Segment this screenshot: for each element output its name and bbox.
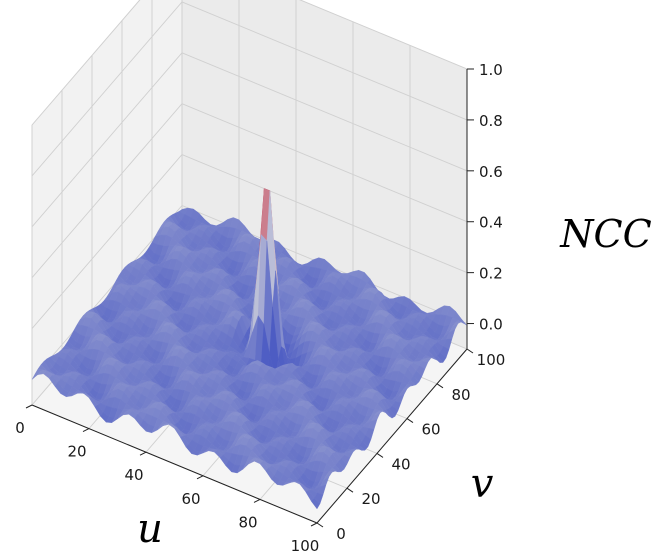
- z-tick-label: 0.6: [479, 163, 503, 181]
- grid-line: [31, 0, 468, 126]
- grid-line: [31, 154, 468, 329]
- v-axis-line: [316, 348, 468, 524]
- z-tick-label: 1.0: [479, 61, 503, 79]
- v-tick-label: 80: [451, 386, 470, 404]
- z-tick-label: 0.8: [479, 112, 503, 130]
- u-tick-label: 0: [15, 419, 25, 437]
- z-tick-label: 0.0: [479, 316, 503, 334]
- grid-line: [31, 1, 468, 177]
- u-tick-mark: [139, 451, 147, 456]
- v-tick-mark: [406, 418, 414, 424]
- v-tick-mark: [346, 487, 354, 493]
- u-tick-label: 60: [181, 490, 200, 508]
- tick-labels: 0 20 40 60 80 100 0 20 40 60 80 100 0.0 0.2 0.4 0.6 0.8 1…: [15, 61, 505, 555]
- u-tick-label: 40: [124, 466, 143, 484]
- v-tick-mark: [376, 452, 384, 458]
- surface-facet: [311, 497, 321, 510]
- axis-lines: [25, 68, 474, 528]
- z-axis-title: NCC: [559, 212, 651, 256]
- u-tick-label: 100: [291, 537, 320, 555]
- v-tick-mark: [316, 522, 324, 528]
- v-tick-label: 20: [361, 490, 380, 508]
- u-tick-label: 20: [67, 443, 86, 461]
- u-tick-mark: [82, 428, 90, 433]
- v-tick-label: 100: [477, 351, 506, 369]
- z-tick-label: 0.4: [479, 214, 503, 232]
- v-tick-label: 60: [421, 421, 440, 439]
- grid-line: [31, 103, 468, 278]
- v-tick-label: 40: [391, 455, 410, 473]
- u-tick-mark: [196, 475, 204, 480]
- u-tick-label: 80: [238, 513, 257, 531]
- v-tick-mark: [466, 348, 474, 354]
- u-tick-mark: [253, 498, 261, 503]
- u-axis-line: [31, 404, 318, 524]
- u-tick-mark: [25, 404, 33, 409]
- y-axis-title: v: [471, 461, 494, 507]
- x-axis-title: u: [137, 506, 163, 552]
- z-tick-label: 0.2: [479, 265, 503, 283]
- u-tick-mark: [310, 522, 318, 527]
- ncc-surface: [31, 188, 468, 510]
- v-tick-label: 0: [336, 525, 346, 543]
- grid-line: [31, 52, 468, 228]
- v-tick-mark: [436, 383, 444, 389]
